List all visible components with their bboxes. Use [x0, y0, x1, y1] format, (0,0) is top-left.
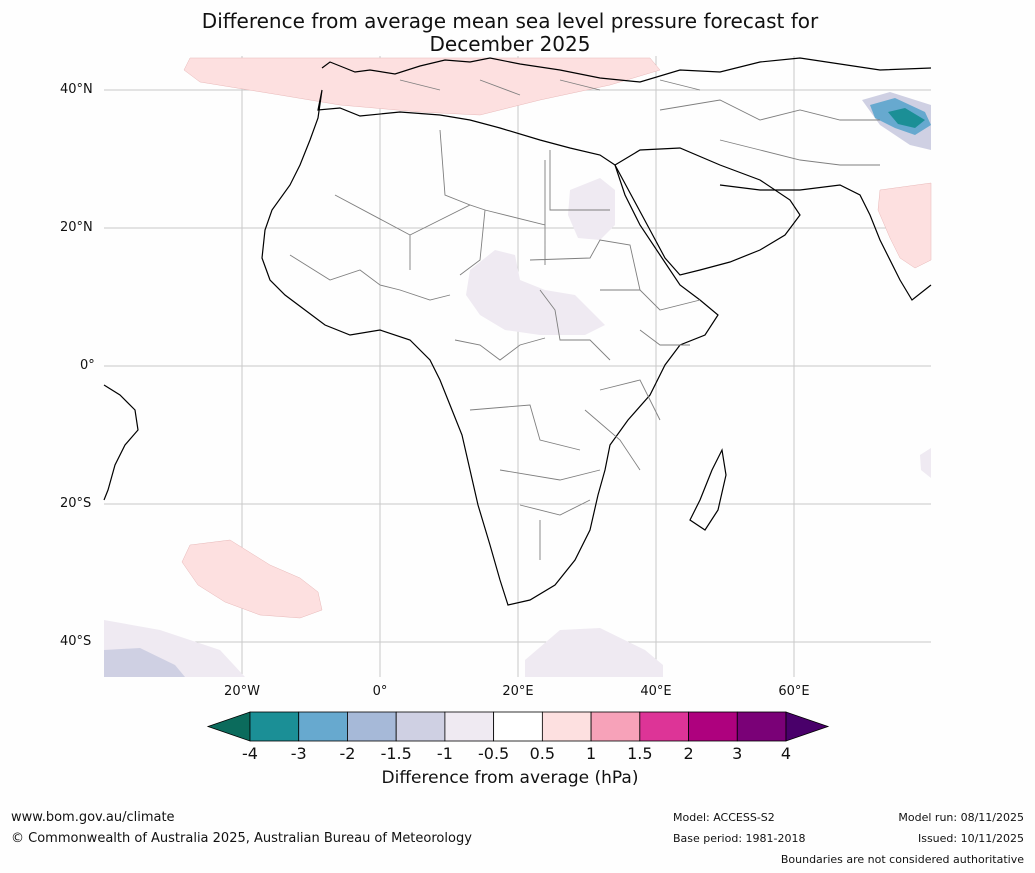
footer-issued: Issued: 10/11/2025: [917, 832, 1024, 845]
footer-base-period: Base period: 1981-2018: [673, 832, 806, 845]
colorbar-box-5: [444, 711, 495, 742]
lat-label-20n: 20°N: [60, 220, 93, 235]
negative-anomaly-indian-ocean: [920, 448, 931, 478]
colorbar-tick-label: 2: [683, 744, 694, 763]
footer-model-run: Model run: 08/11/2025: [898, 811, 1024, 824]
colorbar-box-3: [347, 711, 397, 742]
coastlines: [103, 57, 932, 606]
positive-anomaly-mediterranean: [183, 57, 661, 116]
coast-arabia: [614, 147, 801, 276]
title-line-1: Difference from average mean sea level p…: [201, 9, 819, 33]
footer-model: Model: ACCESS-S2: [673, 811, 775, 824]
coast-south-america: [103, 384, 139, 501]
colorbar-box-8: [590, 711, 641, 742]
colorbar-tick-label: 4: [780, 744, 792, 763]
lat-label-40s: 40°S: [60, 634, 92, 649]
colorbar-box-2: [298, 711, 348, 742]
colorbar-tick-label: -1.5: [380, 744, 412, 763]
colorbar-tick-label: -3: [290, 744, 307, 763]
colorbar-box-10: [688, 711, 738, 742]
colorbar-units-label: Difference from average (hPa): [381, 768, 639, 788]
map-title: Difference from average mean sea level p…: [180, 10, 840, 56]
colorbar-tick-label: -0.5: [478, 744, 510, 763]
lon-label-0: 0°: [372, 684, 388, 699]
positive-anomaly-india: [877, 182, 932, 269]
colorbar-box-9: [639, 711, 689, 742]
colorbar-tick-label: 1: [585, 744, 597, 763]
colorbar-tick-label: -2: [339, 744, 356, 763]
colorbar-box-11: [736, 711, 787, 742]
coast-madagascar: [689, 448, 727, 531]
colorbar-box-6: [493, 711, 543, 742]
footer-website: www.bom.gov.au/climate: [11, 810, 175, 825]
lon-label-60e: 60°E: [778, 684, 810, 699]
colorbar-box-4: [395, 711, 446, 742]
lat-label-20s: 20°S: [60, 496, 92, 511]
negative-anomaly-central-africa: [466, 250, 605, 335]
negative-anomaly-southern-ocean-east: [525, 628, 663, 677]
coast-europe: [321, 57, 932, 83]
positive-anomaly-south-atlantic: [181, 539, 323, 619]
negative-anomaly-arabia: [568, 178, 615, 240]
footer-copyright: © Commonwealth of Australia 2025, Austra…: [11, 831, 472, 846]
title-line-2: December 2025: [429, 32, 591, 56]
negative-anomaly-southern-ocean-core: [104, 648, 185, 677]
colorbar-arrow-low: [206, 711, 251, 742]
colorbar-tick-label: 0.5: [529, 744, 556, 763]
footer-disclaimer: Boundaries are not considered authoritat…: [780, 853, 1024, 866]
anomaly-shading: [104, 57, 932, 677]
lon-label-20e: 20°E: [502, 684, 534, 699]
lat-label-equator: 0°: [80, 358, 95, 373]
colorbar-tick-label: 1.5: [627, 744, 653, 763]
lon-label-40e: 40°E: [640, 684, 672, 699]
coast-africa: [261, 89, 719, 606]
coast-south-asia: [719, 184, 932, 301]
country-boundaries: [289, 79, 880, 560]
colorbar-tick-label: 3: [732, 744, 743, 763]
colorbar-arrow-high: [785, 711, 830, 742]
negative-anomaly-tibet-core: [888, 108, 925, 128]
colorbar-tick-label: -4: [242, 744, 258, 763]
lon-label-20w: 20°W: [224, 684, 260, 699]
colorbar-tick-label: -1: [436, 744, 453, 763]
lat-label-40n: 40°N: [60, 82, 93, 97]
colorbar-box-1: [249, 711, 300, 742]
graticule: [104, 56, 931, 677]
colorbar-box-7: [541, 711, 592, 742]
